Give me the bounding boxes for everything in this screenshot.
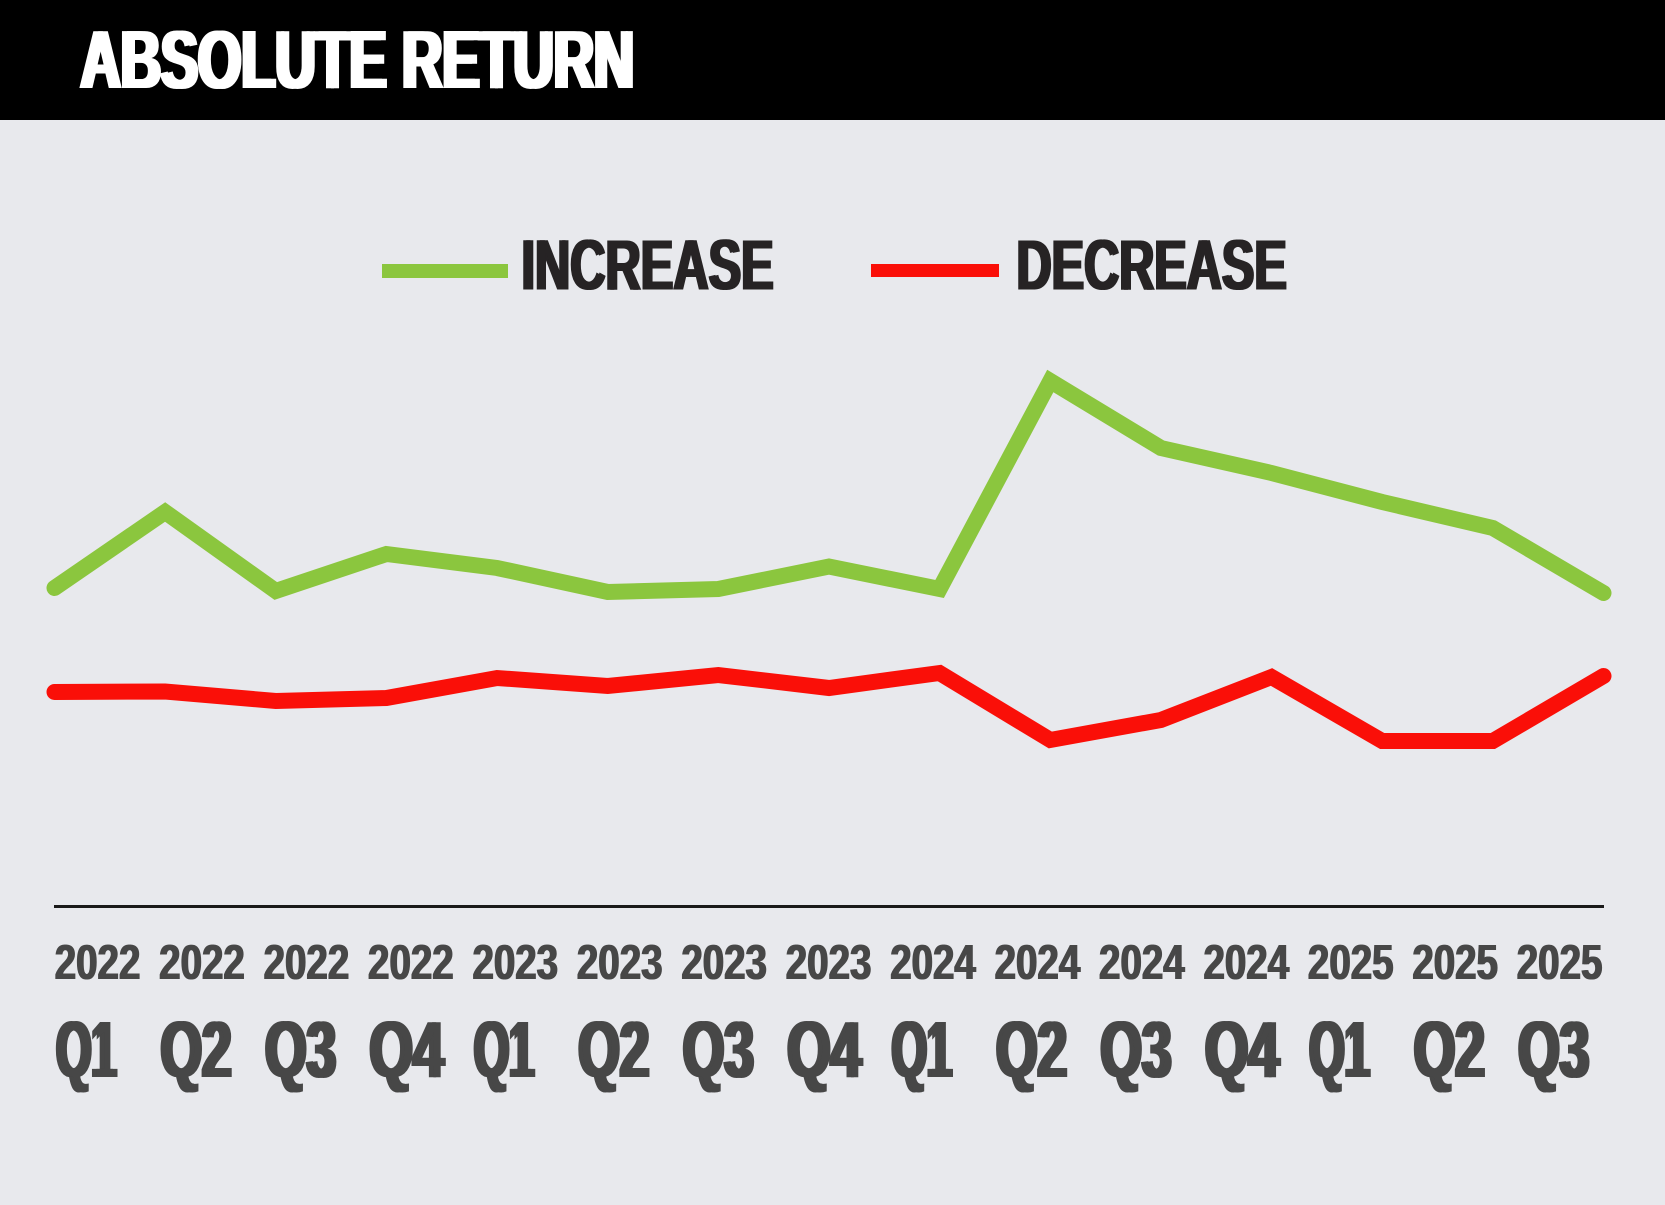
svg-text:2022: 2022 [263,936,349,990]
svg-text:DECREASE: DECREASE [1015,225,1285,304]
svg-text:ABSOLUTE RETURN: ABSOLUTE RETURN [78,13,632,106]
svg-text:ABSOLUTE RETURN: ABSOLUTE RETURN [83,13,637,106]
svg-text:Q1: Q1 [1312,1004,1372,1094]
svg-text:2022: 2022 [369,936,455,990]
svg-text:Q4: Q4 [372,1005,446,1094]
svg-text:Q4: Q4 [1207,1005,1281,1094]
svg-text:2022: 2022 [54,936,140,990]
svg-text:2025: 2025 [1413,936,1499,990]
svg-text:Q1: Q1 [889,1004,949,1094]
svg-text:2023: 2023 [472,936,558,990]
svg-text:Q4: Q4 [1203,1005,1277,1094]
svg-text:INCREASE: INCREASE [520,225,772,304]
svg-text:Q2: Q2 [163,1006,234,1094]
svg-text:2024: 2024 [995,936,1081,990]
svg-text:Q3: Q3 [1521,1006,1592,1094]
svg-text:Q4: Q4 [367,1005,441,1094]
svg-text:2025: 2025 [1518,936,1604,990]
svg-text:2023: 2023 [578,936,664,990]
svg-text:Q4: Q4 [790,1005,864,1094]
svg-text:2025: 2025 [1309,936,1395,990]
svg-text:Q2: Q2 [994,1006,1065,1094]
svg-text:2022: 2022 [56,936,142,990]
svg-text:2023: 2023 [682,936,768,990]
svg-text:Q1: Q1 [894,1004,954,1094]
svg-text:Q2: Q2 [576,1006,647,1094]
svg-text:2023: 2023 [576,936,662,990]
svg-text:Q3: Q3 [1516,1006,1587,1094]
svg-text:2024: 2024 [994,936,1080,990]
svg-text:2025: 2025 [1307,936,1393,990]
svg-text:2024: 2024 [1204,936,1290,990]
svg-text:2022: 2022 [367,936,453,990]
svg-text:Q3: Q3 [1098,1006,1169,1094]
svg-text:Q1: Q1 [59,1004,119,1094]
svg-text:Q3: Q3 [1103,1006,1174,1094]
svg-text:2024: 2024 [891,936,977,990]
svg-text:2024: 2024 [1100,936,1186,990]
svg-text:2023: 2023 [473,936,559,990]
svg-text:Q1: Q1 [476,1004,536,1094]
svg-text:2024: 2024 [889,936,975,990]
svg-text:Q2: Q2 [158,1006,229,1094]
svg-text:2024: 2024 [1098,936,1184,990]
svg-text:Q1: Q1 [1307,1004,1367,1094]
svg-text:Q2: Q2 [998,1006,1069,1094]
svg-text:2022: 2022 [264,936,350,990]
svg-text:Q2: Q2 [581,1006,652,1094]
svg-text:Q3: Q3 [263,1006,334,1094]
svg-text:Q2: Q2 [1416,1006,1487,1094]
svg-text:2025: 2025 [1412,936,1498,990]
svg-text:2022: 2022 [160,936,246,990]
svg-text:DECREASE: DECREASE [1018,225,1288,304]
svg-text:Q3: Q3 [267,1006,338,1094]
svg-text:2023: 2023 [787,936,873,990]
svg-text:INCREASE: INCREASE [523,225,775,304]
svg-text:2025: 2025 [1516,936,1602,990]
svg-text:Q1: Q1 [472,1004,532,1094]
svg-text:Q3: Q3 [685,1006,756,1094]
svg-text:Q4: Q4 [785,1005,859,1094]
svg-text:2023: 2023 [785,936,871,990]
svg-text:Q3: Q3 [681,1006,752,1094]
svg-text:2022: 2022 [158,936,244,990]
svg-text:Q2: Q2 [1412,1006,1483,1094]
svg-text:2024: 2024 [1203,936,1289,990]
svg-text:2023: 2023 [681,936,767,990]
svg-text:Q1: Q1 [54,1004,114,1094]
